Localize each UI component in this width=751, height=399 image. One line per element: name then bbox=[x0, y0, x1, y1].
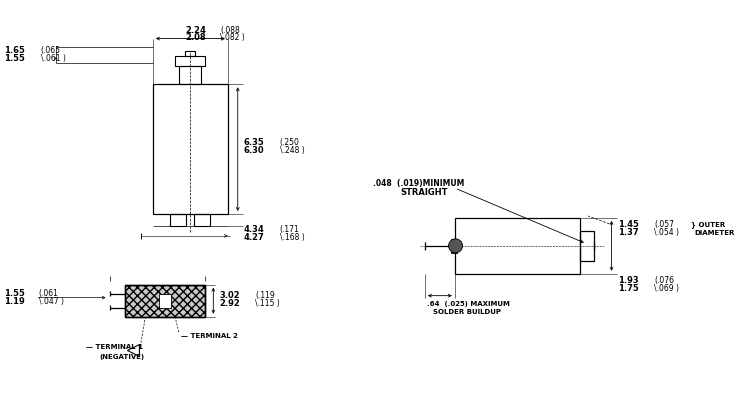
Bar bbox=[580, 231, 593, 261]
Text: \.054 ): \.054 ) bbox=[654, 228, 680, 237]
Text: .64  (.025) MAXIMUM: .64 (.025) MAXIMUM bbox=[427, 300, 510, 307]
Text: 3.02: 3.02 bbox=[219, 291, 240, 300]
Text: 2.08: 2.08 bbox=[185, 33, 206, 42]
Text: (.119: (.119 bbox=[255, 291, 275, 300]
Bar bbox=[125, 285, 205, 316]
Bar bbox=[125, 285, 205, 316]
Bar bbox=[125, 285, 205, 316]
Text: (.076: (.076 bbox=[654, 276, 674, 285]
Text: 6.30: 6.30 bbox=[244, 146, 264, 155]
Text: \.047 ): \.047 ) bbox=[38, 297, 64, 306]
Text: \.061 ): \.061 ) bbox=[41, 54, 65, 63]
Text: 1.65: 1.65 bbox=[4, 46, 25, 55]
Bar bbox=[179, 67, 201, 85]
Text: 1.93: 1.93 bbox=[617, 276, 638, 285]
Text: 4.27: 4.27 bbox=[244, 233, 264, 242]
Bar bbox=[451, 239, 457, 253]
Text: \.168 ): \.168 ) bbox=[279, 233, 304, 242]
Text: — TERMINAL 2: — TERMINAL 2 bbox=[181, 332, 238, 338]
Text: \.069 ): \.069 ) bbox=[654, 284, 680, 293]
Text: (NEGATIVE): (NEGATIVE) bbox=[100, 354, 145, 360]
Circle shape bbox=[448, 239, 463, 253]
Text: 1.37: 1.37 bbox=[617, 228, 638, 237]
Text: 2.24: 2.24 bbox=[185, 26, 206, 35]
Text: (.088: (.088 bbox=[220, 26, 240, 35]
Text: 1.19: 1.19 bbox=[4, 297, 25, 306]
Bar bbox=[159, 294, 171, 308]
Text: } OUTER: } OUTER bbox=[692, 221, 725, 228]
Text: 1.75: 1.75 bbox=[617, 284, 638, 293]
Text: 4.34: 4.34 bbox=[244, 225, 264, 234]
Text: (.171: (.171 bbox=[279, 225, 300, 234]
Bar bbox=[195, 214, 210, 226]
Bar bbox=[153, 85, 228, 214]
Bar bbox=[185, 51, 195, 57]
Text: 1.55: 1.55 bbox=[4, 289, 25, 298]
Text: \.248 ): \.248 ) bbox=[279, 146, 304, 155]
Text: (.250: (.250 bbox=[279, 138, 300, 147]
Text: 1.45: 1.45 bbox=[617, 220, 638, 229]
Text: 6.35: 6.35 bbox=[244, 138, 264, 147]
Text: SOLDER BUILDUP: SOLDER BUILDUP bbox=[433, 308, 501, 314]
Text: — TERMINAL 1: — TERMINAL 1 bbox=[86, 344, 143, 350]
Text: 1.55: 1.55 bbox=[4, 54, 25, 63]
Text: (.065: (.065 bbox=[41, 46, 61, 55]
Text: STRAIGHT: STRAIGHT bbox=[400, 188, 448, 197]
Text: (.057: (.057 bbox=[654, 220, 674, 229]
Bar bbox=[170, 214, 186, 226]
Text: \.082 ): \.082 ) bbox=[220, 33, 245, 42]
Bar bbox=[176, 57, 205, 67]
Text: .048  (.019)MINIMUM: .048 (.019)MINIMUM bbox=[373, 179, 464, 188]
Bar bbox=[455, 218, 580, 274]
Text: (.061: (.061 bbox=[38, 289, 59, 298]
Text: 2.92: 2.92 bbox=[219, 299, 240, 308]
Text: \.115 ): \.115 ) bbox=[255, 299, 280, 308]
Text: DIAMETER: DIAMETER bbox=[695, 230, 734, 236]
